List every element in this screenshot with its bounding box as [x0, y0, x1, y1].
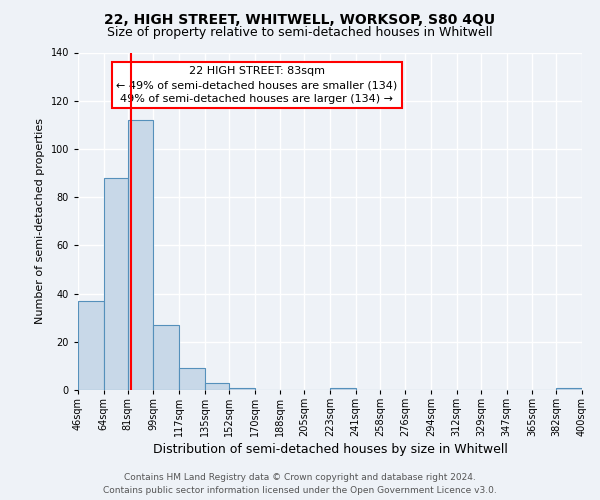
- Bar: [556, 388, 582, 390]
- Bar: [330, 388, 356, 390]
- Bar: [179, 368, 205, 390]
- Text: Size of property relative to semi-detached houses in Whitwell: Size of property relative to semi-detach…: [107, 26, 493, 39]
- Text: Contains HM Land Registry data © Crown copyright and database right 2024.
Contai: Contains HM Land Registry data © Crown c…: [103, 473, 497, 495]
- Bar: [154, 325, 179, 390]
- Bar: [229, 388, 254, 390]
- Y-axis label: Number of semi-detached properties: Number of semi-detached properties: [35, 118, 45, 324]
- X-axis label: Distribution of semi-detached houses by size in Whitwell: Distribution of semi-detached houses by …: [152, 444, 508, 456]
- Bar: [205, 383, 229, 390]
- Bar: [104, 178, 128, 390]
- Text: 22, HIGH STREET, WHITWELL, WORKSOP, S80 4QU: 22, HIGH STREET, WHITWELL, WORKSOP, S80 …: [104, 12, 496, 26]
- Text: 22 HIGH STREET: 83sqm
← 49% of semi-detached houses are smaller (134)
49% of sem: 22 HIGH STREET: 83sqm ← 49% of semi-deta…: [116, 66, 398, 104]
- Bar: [128, 120, 154, 390]
- Bar: [78, 301, 104, 390]
